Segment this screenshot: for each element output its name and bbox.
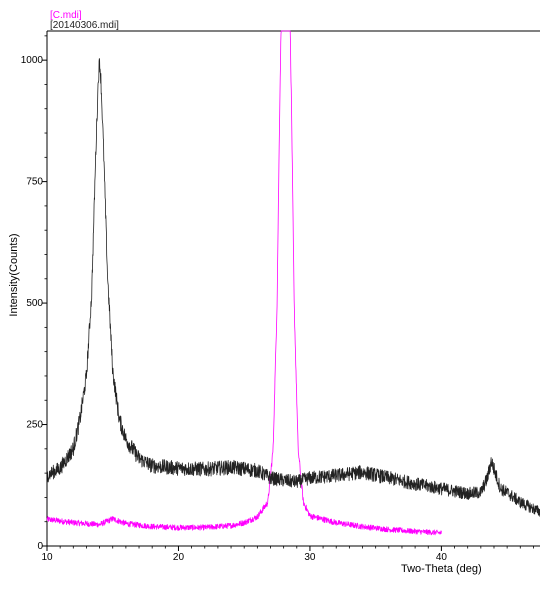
x-axis: 10 20 30 40 bbox=[41, 546, 534, 563]
x-tick-label: 30 bbox=[304, 552, 316, 563]
y-tick-label: 1000 bbox=[21, 55, 44, 66]
y-axis: 0 250 500 750 1000 bbox=[21, 35, 47, 552]
plot-frame bbox=[46, 30, 540, 547]
y-tick-label: 250 bbox=[26, 420, 43, 431]
legend-entry-c-mdi: [C.mdi] bbox=[50, 10, 82, 21]
x-axis-title: Two-Theta (deg) bbox=[401, 563, 482, 575]
legend: [C.mdi] [20140306.mdi] bbox=[50, 10, 119, 31]
x-tick-label: 20 bbox=[173, 552, 185, 563]
series-line-0 bbox=[46, 30, 442, 536]
y-axis-title: Intensity(Counts) bbox=[8, 233, 20, 316]
x-tick-label: 10 bbox=[41, 552, 53, 563]
y-tick-label: 750 bbox=[26, 177, 43, 188]
series-layer bbox=[46, 30, 540, 536]
series-line-1 bbox=[46, 58, 540, 517]
y-tick-label: 0 bbox=[37, 541, 43, 552]
x-tick-label: 40 bbox=[436, 552, 448, 563]
y-tick-label: 500 bbox=[26, 298, 43, 309]
legend-entry-20140306-mdi: [20140306.mdi] bbox=[50, 20, 119, 31]
